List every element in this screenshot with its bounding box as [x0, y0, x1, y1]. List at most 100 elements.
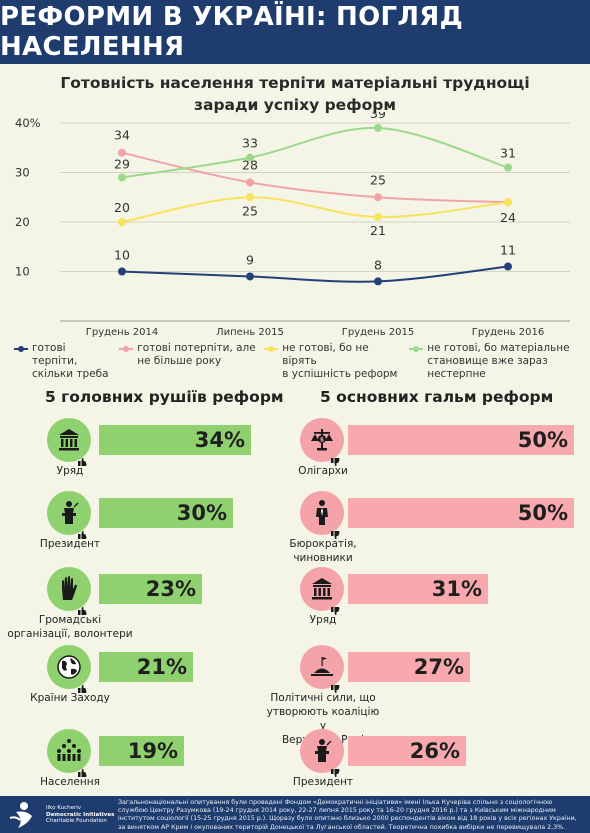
- factor-label: Уряд: [56, 465, 84, 477]
- value-bar: 30%: [99, 498, 233, 528]
- x-tick-label: Грудень 2016: [472, 327, 545, 337]
- parliament-icon: [300, 645, 344, 689]
- thumbs-up-icon: [77, 452, 87, 466]
- raised-hand-icon: [47, 567, 91, 611]
- legend-swatch: [14, 344, 28, 354]
- chart-title: Готовність населення терпіти матеріальні…: [40, 72, 550, 116]
- value-bar: 50%: [348, 425, 574, 455]
- line-chart: 40% 30 20 10 Грудень 2014 Липень 2015 Грудень …: [15, 112, 570, 337]
- thumbs-down-icon: [330, 452, 340, 467]
- value-label: 30%: [176, 501, 227, 525]
- value-label: 31%: [431, 577, 482, 601]
- data-label: 25: [242, 203, 258, 218]
- chart-legend: готові терпіти, скільки треба готові потер…: [14, 342, 584, 381]
- thumbs-down-icon: [330, 763, 340, 778]
- data-point: [118, 267, 126, 276]
- thumbs-down-icon: [330, 525, 340, 540]
- factor-label: Президент: [292, 776, 354, 788]
- president-podium-icon: [300, 729, 344, 773]
- data-label: 33: [242, 136, 258, 151]
- government-building-icon: [300, 567, 344, 611]
- brakes-title: 5 основних гальм реформ: [320, 388, 554, 406]
- data-label: 29: [114, 156, 130, 171]
- y-tick-label: 40%: [15, 116, 41, 130]
- legend-label: не готові, бо не вірять в успішність рефо…: [282, 342, 398, 380]
- series-line: [121, 265, 509, 283]
- official-person-icon: [300, 491, 344, 535]
- chart-title-line1: Готовність населення терпіти матеріальні…: [60, 74, 530, 92]
- president-podium-icon: [47, 491, 91, 535]
- series-line: [121, 196, 509, 223]
- data-label: 31: [500, 146, 516, 161]
- data-point: [504, 163, 512, 172]
- thumbs-up-icon: [77, 525, 87, 539]
- x-tick-label: Грудень 2015: [342, 327, 415, 337]
- foundation-logo-text: Ilko Kucheriv Democratic Initiatives Cha…: [46, 805, 114, 825]
- legend-label: не готові, бо матеріальне становище вже з…: [427, 342, 570, 380]
- page-title: РЕФОРМИ В УКРАЇНІ: ПОГЛЯД НАСЕЛЕННЯ: [0, 2, 464, 62]
- factor-label: Бюрократія, чиновники: [289, 538, 357, 564]
- factor-label: Президент: [39, 538, 101, 550]
- thumbs-down-icon: [330, 679, 340, 694]
- data-point: [246, 178, 254, 187]
- value-bar: 31%: [348, 574, 488, 604]
- factor-label: Населення: [40, 776, 100, 788]
- thumbs-down-icon: [330, 601, 340, 616]
- factor-label: Олігархи: [298, 465, 348, 477]
- data-point: [118, 173, 126, 182]
- methodology-note: Загальнонаціональні опитування були пров…: [118, 799, 577, 831]
- drivers-title: 5 головних рушіїв реформ: [45, 388, 284, 406]
- data-label: 20: [114, 200, 130, 215]
- data-point: [374, 123, 382, 132]
- x-tick-label: Грудень 2014: [86, 327, 159, 337]
- value-label: 50%: [517, 501, 568, 525]
- thumbs-up-icon: [77, 679, 87, 693]
- logo-line3: Charitable Foundation: [46, 818, 107, 824]
- value-bar: 27%: [348, 652, 470, 682]
- data-point: [504, 262, 512, 271]
- legend-item: не готові, бо не вірять в успішність рефо…: [264, 342, 403, 381]
- logo-line2: Democratic Initiatives: [46, 811, 115, 818]
- y-tick-label: 30: [15, 166, 30, 180]
- thumbs-up-icon: [77, 763, 87, 777]
- page-header: РЕФОРМИ В УКРАЇНІ: ПОГЛЯД НАСЕЛЕННЯ: [0, 0, 590, 64]
- data-label: 10: [114, 248, 130, 263]
- data-label: 9: [246, 252, 254, 267]
- y-tick-label: 10: [15, 265, 30, 279]
- factor-label: Громадські організації, волонтери: [7, 614, 133, 640]
- factor-label: Уряд: [309, 614, 337, 626]
- value-label: 19%: [127, 739, 178, 763]
- legend-swatch: [409, 344, 424, 354]
- data-point: [118, 148, 126, 157]
- factor-label: Країни Заходу: [30, 692, 110, 704]
- data-point: [374, 277, 382, 286]
- data-point: [246, 153, 254, 162]
- data-label: 39: [370, 112, 386, 121]
- data-label: 11: [500, 243, 516, 258]
- logo-line1: Ilko Kucheriv: [46, 805, 82, 811]
- government-building-icon: [47, 418, 91, 462]
- legend-item: готові потерпіти, але не більше року: [119, 342, 258, 381]
- value-label: 26%: [409, 739, 460, 763]
- value-label: 50%: [517, 428, 568, 452]
- legend-label: готові терпіти, скільки треба: [32, 342, 109, 380]
- x-tick-label: Липень 2015: [216, 327, 284, 337]
- data-point: [374, 193, 382, 202]
- chart-title-line2: заради успіху реформ: [193, 96, 396, 114]
- legend-swatch: [264, 344, 279, 354]
- scales-money-icon: $: [300, 418, 344, 462]
- value-bar: 21%: [99, 652, 193, 682]
- data-point: [118, 218, 126, 226]
- data-label: 24: [500, 210, 516, 225]
- data-point: [504, 198, 512, 207]
- value-label: 23%: [145, 577, 196, 601]
- data-point: [374, 213, 382, 222]
- series-line: [121, 126, 509, 179]
- value-bar: 19%: [99, 736, 184, 766]
- thumbs-up-icon: [77, 601, 87, 615]
- data-label: 28: [242, 157, 258, 172]
- legend-label: готові потерпіти, але не більше року: [137, 342, 256, 367]
- data-label: 34: [114, 128, 130, 143]
- series-line: [121, 151, 509, 204]
- foundation-logo-icon: [9, 802, 32, 828]
